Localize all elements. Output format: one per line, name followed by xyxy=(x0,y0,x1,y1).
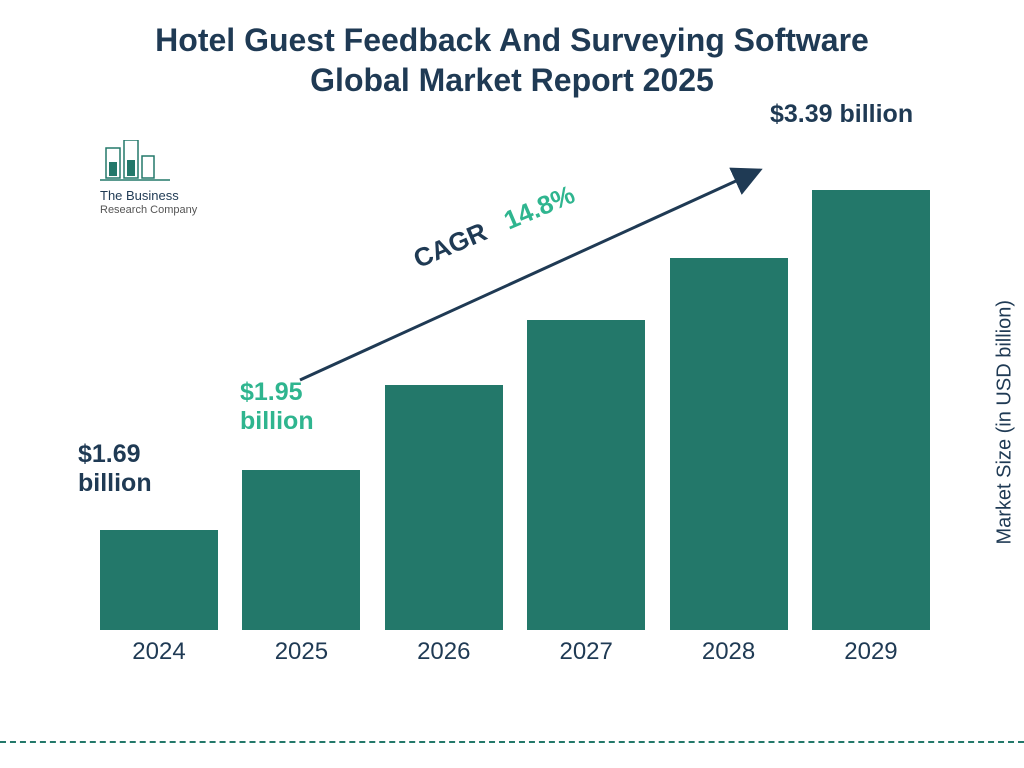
bar-slot: 2025 xyxy=(237,470,365,630)
xlabel-2026: 2026 xyxy=(417,638,470,666)
value-label-2024: $1.69billion xyxy=(78,440,152,498)
bar-slot: 2026 xyxy=(380,385,508,630)
xlabel-2024: 2024 xyxy=(132,638,185,666)
bar-slot: 2024 xyxy=(95,530,223,630)
value-label-2029: $3.39 billion xyxy=(770,100,913,129)
bar-slot: 2027 xyxy=(522,320,650,630)
bar-2028 xyxy=(670,258,788,630)
bar-2025 xyxy=(242,470,360,630)
bar-2029 xyxy=(812,190,930,630)
xlabel-2029: 2029 xyxy=(844,638,897,666)
xlabel-2028: 2028 xyxy=(702,638,755,666)
chart-title: Hotel Guest Feedback And Surveying Softw… xyxy=(0,20,1024,100)
bar-slot: 2029 xyxy=(807,190,935,630)
bottom-dashed-divider xyxy=(0,741,1024,743)
y-axis-label: Market Size (in USD billion) xyxy=(994,300,1017,545)
value-label-2025: $1.95billion xyxy=(240,378,314,436)
bar-2027 xyxy=(527,320,645,630)
bar-2024 xyxy=(100,530,218,630)
bar-slot: 2028 xyxy=(665,258,793,630)
bar-2026 xyxy=(385,385,503,630)
xlabel-2027: 2027 xyxy=(559,638,612,666)
xlabel-2025: 2025 xyxy=(275,638,328,666)
